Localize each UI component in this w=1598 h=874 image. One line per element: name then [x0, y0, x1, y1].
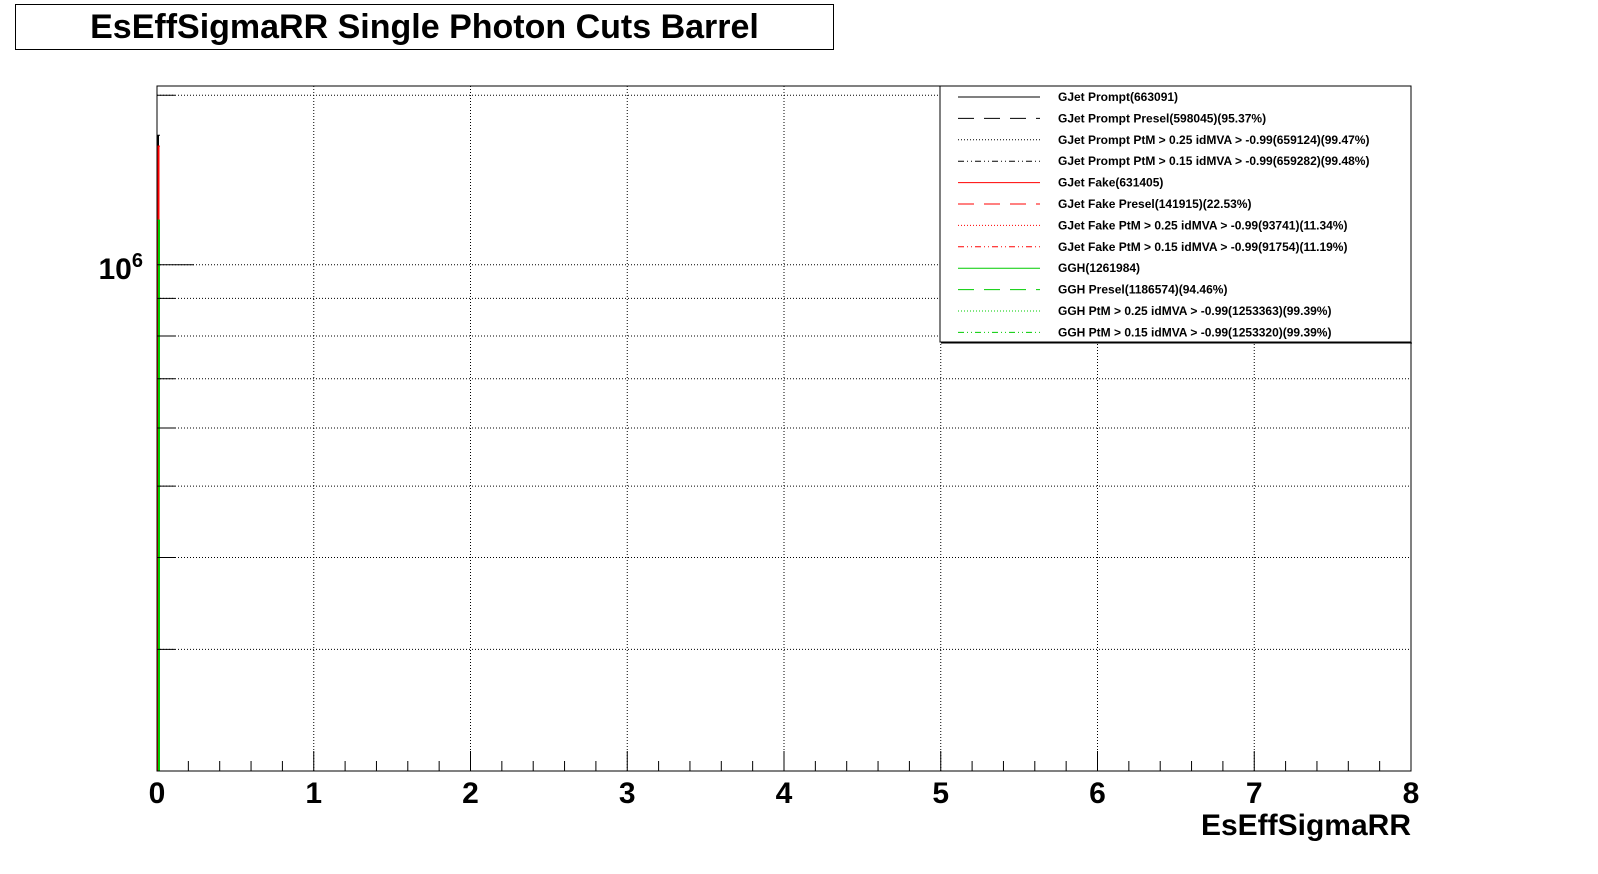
axis-layer: 0 1 2 3 4 5 6 7 8 — [149, 94, 1420, 810]
title-box: EsEffSigmaRR Single Photon Cuts Barrel — [15, 4, 834, 50]
legend-box — [939, 85, 1412, 343]
x-tick-label: 2 — [462, 777, 479, 810]
series-layer — [157, 134, 160, 771]
x-tick-label: 4 — [776, 777, 793, 810]
legend-entry: GJet Prompt(663091) — [1058, 90, 1178, 104]
y-tick-label: 106 — [99, 250, 144, 286]
x-tick-label: 0 — [149, 777, 166, 810]
legend-entry: GJet Fake Presel(141915)(22.53%) — [1058, 197, 1251, 211]
x-axis-title: EsEffSigmaRR — [1201, 809, 1411, 842]
x-tick-label: 8 — [1403, 777, 1420, 810]
x-tick-label: 3 — [619, 777, 636, 810]
y-tick-exponent: 6 — [132, 250, 143, 272]
legend-entry: GJet Prompt Presel(598045)(95.37%) — [1058, 111, 1266, 125]
chart-title: EsEffSigmaRR Single Photon Cuts Barrel — [90, 7, 759, 46]
legend-entry: GJet Fake PtM > 0.25 idMVA > -0.99(93741… — [1058, 218, 1347, 232]
legend-entry: GGH(1261984) — [1058, 261, 1140, 275]
legend-entry: GGH PtM > 0.15 idMVA > -0.99(1253320)(99… — [1058, 325, 1331, 339]
legend-entry: GGH Presel(1186574)(94.46%) — [1058, 283, 1227, 297]
x-tick-label: 1 — [305, 777, 322, 810]
legend: GJet Prompt(663091) GJet Prompt Presel(59… — [939, 85, 1412, 344]
legend-entry: GJet Fake(631405) — [1058, 176, 1163, 190]
legend-entry: GJet Prompt PtM > 0.15 idMVA > -0.99(659… — [1058, 154, 1369, 168]
legend-entry: GJet Fake PtM > 0.15 idMVA > -0.99(91754… — [1058, 240, 1347, 254]
y-tick-base: 10 — [99, 253, 132, 286]
x-tick-label: 7 — [1246, 777, 1263, 810]
x-tick-label: 6 — [1089, 777, 1106, 810]
legend-entry: GJet Prompt PtM > 0.25 idMVA > -0.99(659… — [1058, 133, 1369, 147]
x-tick-label: 5 — [932, 777, 949, 810]
legend-entry: GGH PtM > 0.25 idMVA > -0.99(1253363)(99… — [1058, 304, 1331, 318]
